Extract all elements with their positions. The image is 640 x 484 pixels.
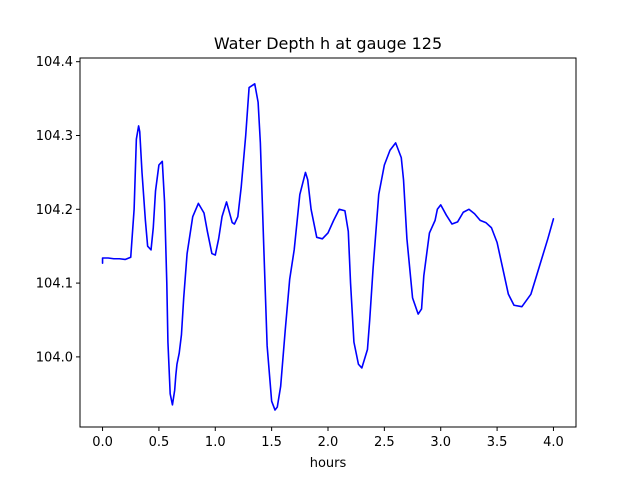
x-tick-label: 1.0 bbox=[205, 435, 226, 450]
x-tick-label: 4.0 bbox=[543, 435, 564, 450]
chart-title: Water Depth h at gauge 125 bbox=[214, 34, 442, 53]
x-tick-label: 0.0 bbox=[92, 435, 113, 450]
x-tick-label: 1.5 bbox=[261, 435, 282, 450]
y-tick-label: 104.2 bbox=[36, 203, 73, 218]
x-tick-label: 2.0 bbox=[318, 435, 339, 450]
x-tick-label: 3.5 bbox=[487, 435, 508, 450]
axis-ticks: 0.0 0.5 1.0 1.5 2.0 2.5 3.0 3.5 4.0 104.0 104.1 104… bbox=[36, 55, 564, 450]
series-line bbox=[101, 83, 555, 411]
y-tick-label: 104.3 bbox=[36, 129, 73, 144]
x-tick-label: 3.0 bbox=[430, 435, 451, 450]
y-tick-label: 104.4 bbox=[36, 55, 73, 70]
y-tick-label: 104.1 bbox=[36, 277, 73, 292]
x-tick-label: 2.5 bbox=[374, 435, 395, 450]
y-tick-label: 104.0 bbox=[36, 350, 73, 365]
plot-area bbox=[101, 83, 555, 411]
axes-frame bbox=[79, 57, 577, 428]
x-tick-label: 0.5 bbox=[149, 435, 170, 450]
x-axis-label: hours bbox=[310, 456, 347, 471]
